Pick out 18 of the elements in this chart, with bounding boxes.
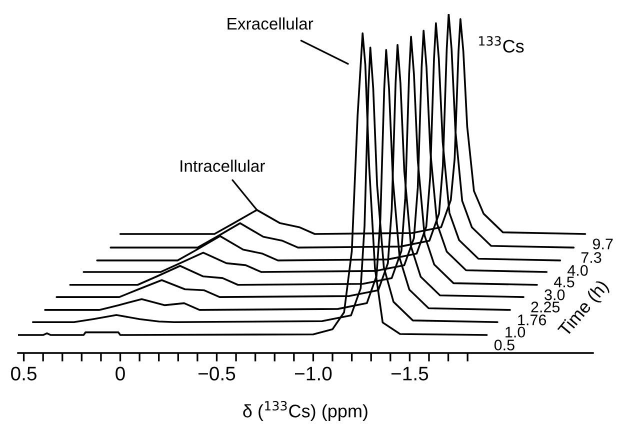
annotation: Intracellular <box>180 160 265 172</box>
x-axis-title: δ ($^{133}$Cs) (ppm) <box>243 400 368 422</box>
series-label: 7.3 <box>581 252 602 263</box>
series-label: 1.76 <box>518 314 546 326</box>
series-label: 2.25 <box>531 302 560 312</box>
series-label: 4.5 <box>554 276 574 288</box>
x-tick-label: 0.5 <box>11 366 36 380</box>
x-tick-label: −0.5 <box>198 366 236 380</box>
x-tick-label: 0 <box>116 366 125 380</box>
x-tick-label: −1.5 <box>391 366 428 380</box>
series-label: 0.5 <box>494 340 514 350</box>
x-tick-label: −1.0 <box>294 366 332 380</box>
series-label: 3.0 <box>544 289 565 300</box>
series-label: 1.0 <box>506 326 526 338</box>
annotation: $^{133}$Cs <box>479 36 524 53</box>
series-label: 9.7 <box>592 238 613 250</box>
annotation: Exracellular <box>228 17 314 30</box>
series-label: 4.0 <box>567 265 588 276</box>
